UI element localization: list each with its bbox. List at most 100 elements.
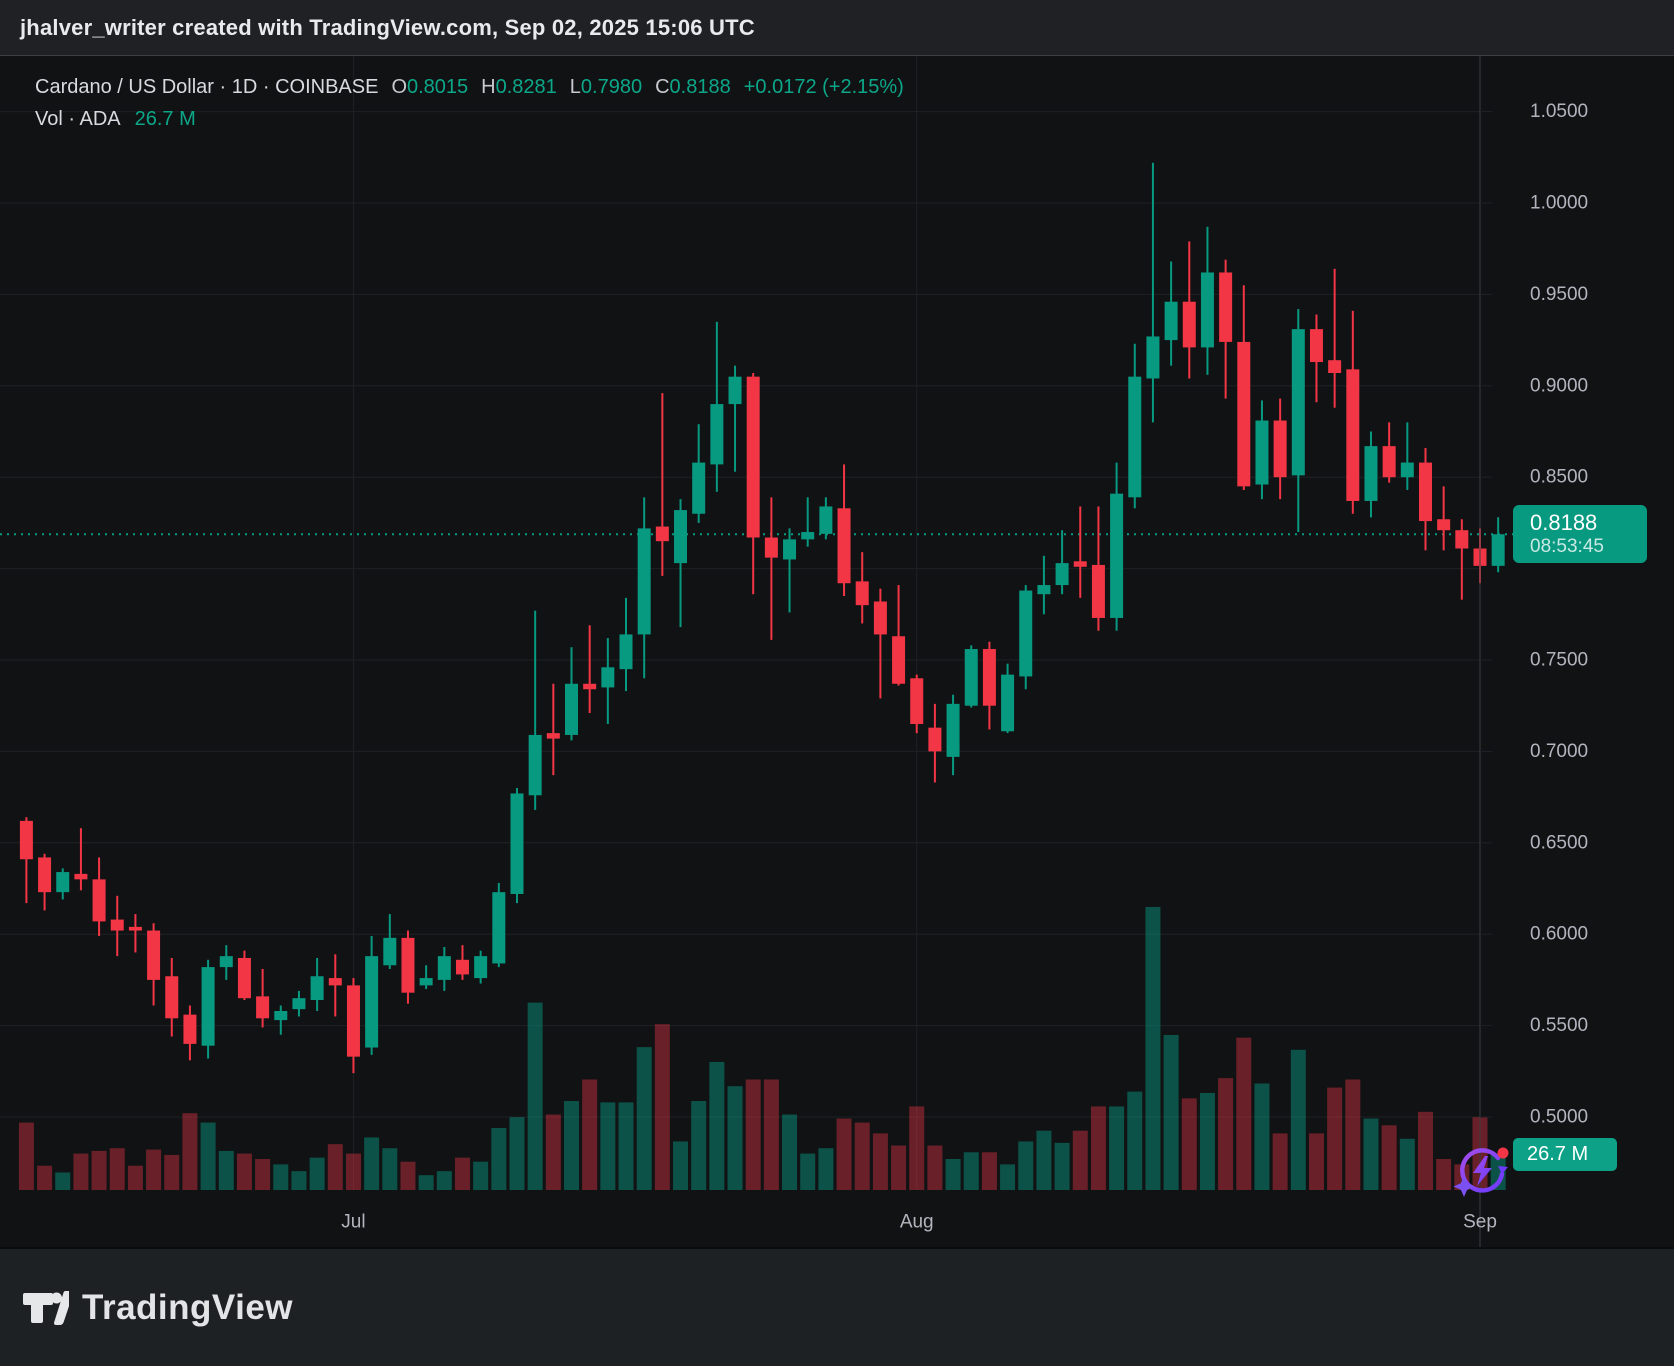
- candle: [110, 895, 124, 957]
- time-axis-label: Aug: [900, 1212, 934, 1233]
- candle: [510, 787, 524, 904]
- volume-axis-value: 26.7 M: [1527, 1143, 1589, 1165]
- volume-bar: [836, 1118, 852, 1190]
- candle: [1364, 431, 1378, 518]
- volume-bar: [636, 1047, 652, 1190]
- attribution-bar: jhalver_writer created with TradingView.…: [0, 0, 1674, 55]
- volume-bar: [691, 1101, 707, 1190]
- candle: [56, 868, 70, 900]
- candle: [873, 588, 887, 699]
- symbol-title[interactable]: Cardano / US Dollar · 1D · COINBASE: [35, 75, 379, 98]
- candle: [601, 638, 615, 724]
- candle: [147, 923, 161, 1006]
- candle: [855, 552, 869, 624]
- volume-bar: [527, 1002, 543, 1190]
- candle: [583, 625, 597, 714]
- candle: [92, 857, 106, 937]
- volume-bar: [473, 1161, 489, 1190]
- volume-bar: [963, 1152, 979, 1190]
- candle: [982, 641, 996, 730]
- candle: [419, 965, 433, 990]
- price-axis-label: 0.9500: [1530, 284, 1588, 305]
- volume-bar: [872, 1133, 888, 1190]
- candle: [1328, 268, 1342, 408]
- candle: [1400, 422, 1414, 490]
- volume-bar: [727, 1086, 743, 1190]
- volume-bar: [1345, 1079, 1361, 1190]
- last-price-value: 0.8188: [1530, 510, 1598, 535]
- price-axis-label: 0.5000: [1530, 1107, 1588, 1128]
- volume-bar: [382, 1148, 398, 1190]
- legend-row-symbol: Cardano / US Dollar · 1D · COINBASE O0.8…: [35, 71, 904, 103]
- candle: [1164, 261, 1178, 366]
- candle: [274, 1005, 288, 1035]
- candle: [474, 950, 488, 984]
- candle: [655, 393, 669, 576]
- price-axis[interactable]: 1.0500 1.0000 0.9500 0.9000 0.8500 0.7500 0.70…: [1480, 101, 1588, 1128]
- candle: [1073, 506, 1087, 598]
- volume-bar: [291, 1171, 307, 1190]
- volume-bar: [782, 1114, 798, 1190]
- ohlc-high: H0.8281: [481, 75, 557, 98]
- volume-bar: [1308, 1133, 1324, 1190]
- volume-bar: [709, 1061, 725, 1190]
- volume-bar: [1436, 1158, 1452, 1190]
- ai-assistant-icon[interactable]: [1452, 1140, 1514, 1202]
- volume-bar: [200, 1122, 216, 1190]
- volume-bar: [1090, 1106, 1106, 1190]
- candle: [528, 610, 542, 810]
- volume-bars: [18, 906, 1506, 1190]
- volume-bar: [109, 1148, 125, 1190]
- volume-bar: [745, 1079, 761, 1190]
- lightning-bolt-icon: [1473, 1156, 1492, 1186]
- volume-bar: [1327, 1087, 1343, 1190]
- volume-bar: [1036, 1130, 1052, 1190]
- candle: [819, 497, 833, 540]
- tradingview-logo[interactable]: TradingView: [23, 1287, 293, 1329]
- attribution-text: jhalver_writer created with TradingView.…: [20, 14, 755, 40]
- candle: [383, 914, 397, 969]
- volume-bar: [164, 1154, 180, 1190]
- time-axis[interactable]: Jul Aug Sep: [341, 1212, 1497, 1233]
- volume-bar: [1363, 1118, 1379, 1190]
- candle: [492, 883, 506, 968]
- chart-area[interactable]: 1.0500 1.0000 0.9500 0.9000 0.8500 0.7500 0.70…: [0, 55, 1674, 1247]
- volume-bar: [1272, 1133, 1288, 1190]
- candle: [910, 674, 924, 734]
- volume-bar: [618, 1102, 634, 1190]
- volume-bar: [418, 1175, 434, 1190]
- volume-bar: [1181, 1098, 1197, 1190]
- candle: [183, 1005, 197, 1061]
- volume-bar: [37, 1165, 53, 1190]
- candle: [1055, 530, 1069, 595]
- last-price-badge[interactable]: 0.8188 08:53:45: [1513, 505, 1647, 563]
- candle: [455, 945, 469, 980]
- candle: [1219, 259, 1233, 399]
- volume-bar: [1399, 1138, 1415, 1190]
- volume-bar: [454, 1157, 470, 1190]
- candle: [328, 954, 342, 1017]
- candle: [892, 585, 906, 686]
- candle: [1128, 343, 1142, 509]
- price-axis-label: 1.0000: [1530, 193, 1588, 214]
- candle: [746, 373, 760, 595]
- candle: [1019, 585, 1033, 690]
- candle: [674, 499, 688, 628]
- candle: [310, 957, 324, 1011]
- volume-bar: [818, 1148, 834, 1190]
- volume-bar: [945, 1158, 961, 1190]
- price-axis-label: 0.6000: [1530, 924, 1588, 945]
- candle: [801, 497, 815, 547]
- price-axis-label: 0.5500: [1530, 1015, 1588, 1036]
- candle: [637, 497, 651, 679]
- volume-bar: [1254, 1083, 1270, 1190]
- volume-indicator-label[interactable]: Vol · ADA: [35, 107, 121, 130]
- volume-indicator-value: 26.7 M: [134, 107, 196, 130]
- price-axis-label: 0.7500: [1530, 650, 1588, 671]
- volume-bar: [800, 1153, 816, 1190]
- volume-bar: [1109, 1106, 1125, 1190]
- volume-bar: [1381, 1125, 1397, 1190]
- candles-layer: [19, 162, 1505, 1074]
- candlestick-chart[interactable]: 1.0500 1.0000 0.9500 0.9000 0.8500 0.7500 0.70…: [0, 55, 1674, 1247]
- ohlc-open: O0.8015: [391, 75, 469, 98]
